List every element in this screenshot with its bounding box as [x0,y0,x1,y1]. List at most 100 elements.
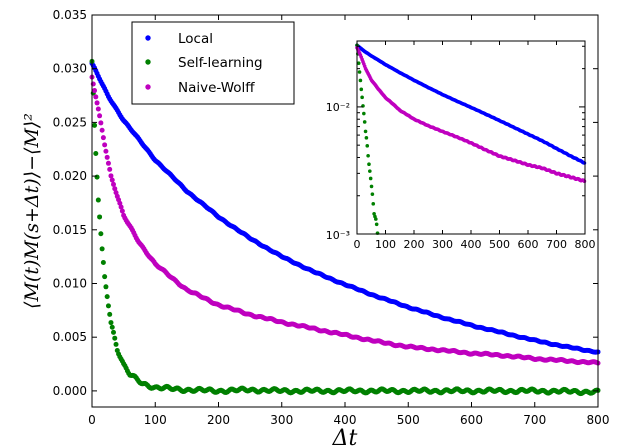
y-axis-label: ⟨M(t)M(s+Δt)⟩−⟨M⟩² [21,113,43,309]
data-point [367,162,371,167]
data-point [93,94,99,100]
data-point [365,144,370,148]
inset-y-tick-label-major-high: 10⁻² [326,101,350,114]
data-point [366,153,370,158]
data-point [93,150,99,156]
x-tick-label: 0 [88,413,96,427]
legend-marker-self-learning [145,59,151,65]
data-point [92,88,98,94]
y-tick-label: 0.000 [53,384,87,398]
legend-marker-naive-wolff [145,84,151,90]
data-point [369,184,374,189]
data-point [94,100,100,106]
data-point [119,208,125,214]
x-tick-label: 100 [144,413,167,427]
inset-x-tick-label: 300 [432,238,453,251]
inset-x-tick-label: 0 [354,238,361,251]
data-point [582,179,587,184]
legend-marker-local [145,35,151,41]
data-point [103,284,109,290]
y-tick-label: 0.025 [53,115,87,129]
data-point [99,127,105,133]
inset-x-tick-label: 500 [489,238,510,251]
data-point [356,61,361,65]
data-point [107,166,113,172]
inset-x-tick-label: 700 [546,238,567,251]
y-tick-label: 0.005 [53,330,87,344]
inset-plot-area [357,41,585,234]
data-point [364,136,369,140]
data-point [99,246,105,252]
data-point [374,217,378,221]
data-point [107,311,113,317]
data-point [111,329,116,335]
series-naive-wolff [89,74,601,366]
data-point [372,211,376,216]
inset-y-ticks [357,45,585,235]
data-point [112,335,118,341]
data-point [109,177,115,183]
data-point [95,197,101,203]
main-x-ticks: 0 100 200 300 400 500 600 700 800 [88,15,609,427]
data-point [100,135,106,141]
data-point [112,186,118,192]
data-point [98,231,104,237]
y-tick-label: 0.030 [53,62,87,76]
inset-x-tick-label: 600 [518,238,539,251]
data-point [357,70,362,74]
legend-box [131,21,295,105]
inset-series-naive-wolff [355,45,587,184]
data-point [362,120,367,124]
x-tick-label: 500 [397,413,420,427]
data-point [102,274,108,280]
data-point [359,87,364,92]
data-point [104,294,110,300]
data-point [362,111,366,116]
data-point [111,181,116,187]
data-point [94,174,100,180]
data-point [113,341,119,347]
x-tick-label: 300 [270,413,293,427]
data-point [103,148,109,154]
data-point [118,204,124,210]
data-point [100,259,106,265]
data-point [374,222,379,227]
data-point [368,176,373,181]
data-point [360,95,364,100]
legend: Local Self-learning Naive-Wolff [131,21,295,105]
x-axis-label: Δt [332,426,358,447]
inset-x-ticks: 0 100 200 300 400 500 600 700 800 [354,41,596,251]
data-point [105,303,111,309]
main-data-marks [89,58,601,397]
legend-label-self-learning: Self-learning [178,55,263,71]
y-tick-label: 0.015 [53,223,87,237]
inset-y-tick-label-major-low: 10⁻³ [326,229,350,242]
data-point [102,142,108,148]
y-tick-label: 0.010 [53,276,87,290]
data-point [95,106,101,112]
inset-x-tick-label: 100 [375,238,396,251]
data-point [368,169,372,173]
data-point [98,120,104,126]
series-self-learning [89,58,601,397]
x-tick-label: 800 [587,413,610,427]
data-point [370,192,375,196]
main-y-ticks: 0.000 0.005 0.010 0.015 0.020 0.025 0.030 0.035 [53,8,598,398]
data-point [108,173,114,179]
series-local [89,60,601,355]
x-tick-label: 600 [460,413,483,427]
y-tick-label: 0.035 [53,8,87,22]
x-tick-label: 400 [334,413,357,427]
inset-x-tick-label: 200 [404,238,425,251]
data-point [105,160,111,166]
inset-x-tick-label: 400 [461,238,482,251]
data-point [104,154,110,160]
data-point [358,78,363,83]
data-point [97,214,103,220]
data-point [92,122,98,128]
y-tick-label: 0.020 [53,169,87,183]
data-point [108,320,114,326]
data-point [109,324,115,330]
x-tick-label: 200 [207,413,230,427]
